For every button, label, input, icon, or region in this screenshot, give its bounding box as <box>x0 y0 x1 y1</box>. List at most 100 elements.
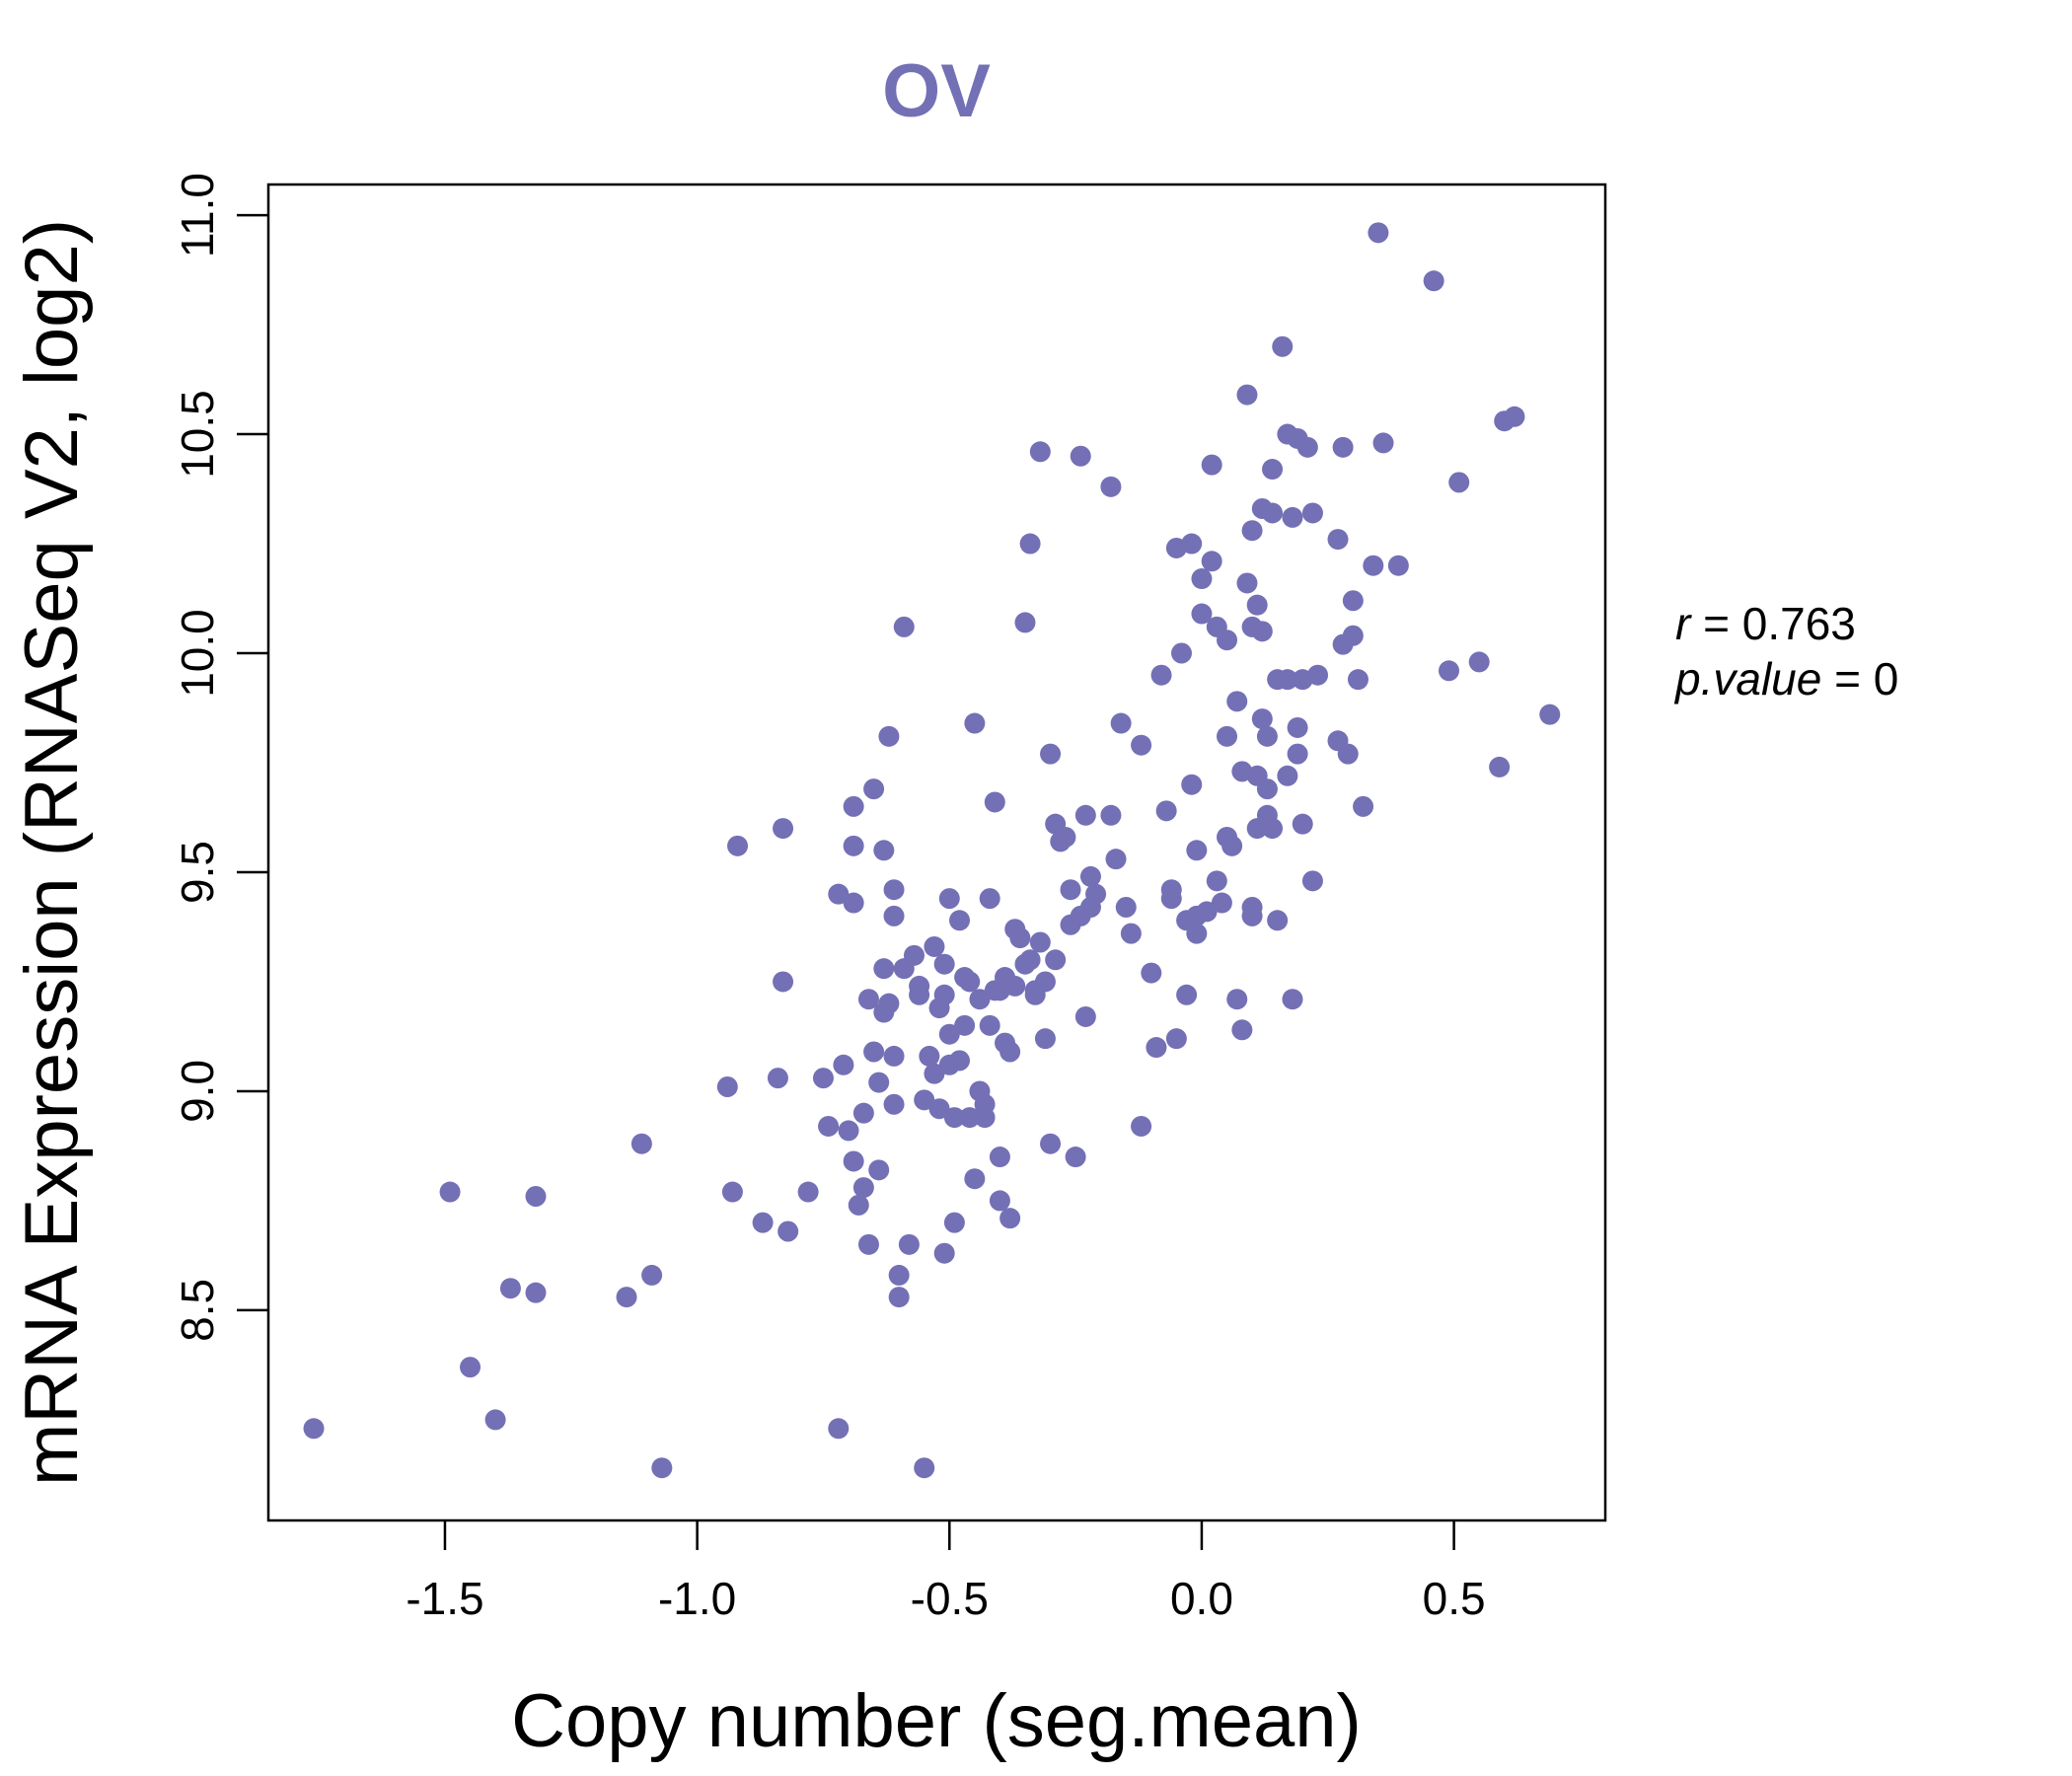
y-tick-label: 11.0 <box>172 173 223 258</box>
data-point <box>954 1014 976 1036</box>
data-point <box>1181 533 1203 555</box>
data-point <box>984 791 1005 813</box>
data-point <box>1353 795 1374 817</box>
p-annotation: p.value = 0 <box>1673 653 1898 704</box>
p-label: p.value <box>1673 653 1821 704</box>
data-point <box>888 1287 910 1308</box>
data-point <box>1131 734 1152 756</box>
data-point <box>767 1068 788 1089</box>
data-point <box>943 1107 965 1129</box>
data-point <box>848 1194 869 1216</box>
data-point <box>1014 612 1036 633</box>
data-points <box>303 222 1561 1479</box>
data-point <box>1211 892 1232 914</box>
y-tick-label: 10.0 <box>172 609 223 698</box>
data-point <box>1347 669 1369 691</box>
data-point <box>1246 594 1268 616</box>
data-point <box>909 984 930 1005</box>
data-point <box>797 1181 819 1203</box>
data-point <box>1019 533 1041 555</box>
data-point <box>959 971 981 993</box>
data-point <box>1282 506 1303 528</box>
data-point <box>1201 551 1222 572</box>
data-point <box>1100 804 1122 826</box>
data-point <box>903 944 925 966</box>
data-point <box>1241 905 1263 926</box>
data-point <box>525 1282 547 1303</box>
data-point <box>1074 1005 1096 1027</box>
data-point <box>883 879 905 901</box>
data-point <box>883 905 905 926</box>
data-point <box>843 835 864 856</box>
data-point <box>1236 384 1258 406</box>
data-point <box>1196 901 1218 923</box>
data-point <box>1074 804 1096 826</box>
data-point <box>1296 436 1318 458</box>
data-point <box>1256 725 1278 747</box>
x-axis: -1.5 -1.0 -0.5 0.0 0.5 <box>406 1520 1486 1624</box>
data-point <box>1282 989 1303 1010</box>
data-point <box>1539 703 1561 725</box>
data-point <box>1226 989 1248 1010</box>
data-point <box>933 1242 955 1264</box>
data-point <box>1423 270 1444 292</box>
data-point <box>1055 826 1076 848</box>
data-point <box>1272 335 1294 357</box>
data-point <box>933 984 955 1005</box>
data-point <box>1301 502 1323 524</box>
x-tick-label: 0.0 <box>1170 1573 1233 1624</box>
data-point <box>1267 910 1289 931</box>
data-point <box>1231 1019 1253 1041</box>
data-point <box>773 818 794 840</box>
data-point <box>1079 865 1101 887</box>
data-point <box>883 1093 905 1115</box>
data-point <box>943 1212 965 1233</box>
data-point <box>873 840 895 861</box>
data-point <box>1277 765 1298 786</box>
data-point <box>1327 529 1349 551</box>
data-point <box>1146 1037 1167 1059</box>
data-point <box>924 1063 945 1084</box>
data-point <box>499 1278 521 1299</box>
data-point <box>873 958 895 980</box>
data-point <box>843 795 864 817</box>
data-point <box>974 1107 996 1129</box>
correlation-annotation: r = 0.763 p.value = 0 <box>1673 598 1898 704</box>
data-point <box>1332 436 1354 458</box>
data-point <box>1301 870 1323 892</box>
data-point <box>1217 629 1238 651</box>
data-point <box>1337 743 1359 765</box>
data-point <box>773 971 794 993</box>
data-point <box>1342 625 1364 646</box>
x-axis-title: Copy number (seg.mean) <box>511 1679 1362 1763</box>
data-point <box>818 1115 840 1137</box>
data-point <box>752 1212 774 1233</box>
data-point <box>812 1068 834 1089</box>
data-point <box>838 1120 859 1142</box>
chart-title: OV <box>882 49 991 133</box>
data-point <box>1206 870 1227 892</box>
data-point <box>1287 716 1308 738</box>
data-point <box>1060 879 1081 901</box>
data-point <box>857 1233 879 1255</box>
data-point <box>1160 888 1182 910</box>
data-point <box>1165 1028 1187 1050</box>
data-point <box>924 935 945 957</box>
plot-frame <box>266 183 1607 1522</box>
data-point <box>1034 1028 1056 1050</box>
data-point <box>1221 835 1243 856</box>
data-point <box>1236 572 1258 594</box>
data-point <box>1448 472 1470 493</box>
data-point <box>964 1168 986 1190</box>
data-point <box>525 1185 547 1207</box>
data-point <box>999 1041 1021 1063</box>
y-tick-label: 10.5 <box>172 390 223 479</box>
data-point <box>1019 949 1041 971</box>
data-point <box>878 993 900 1014</box>
data-point <box>727 835 749 856</box>
r-annotation: r = 0.763 <box>1675 598 1856 649</box>
data-point <box>1110 712 1132 734</box>
data-point <box>933 953 955 975</box>
data-point <box>852 1102 874 1124</box>
data-point <box>1489 756 1511 777</box>
